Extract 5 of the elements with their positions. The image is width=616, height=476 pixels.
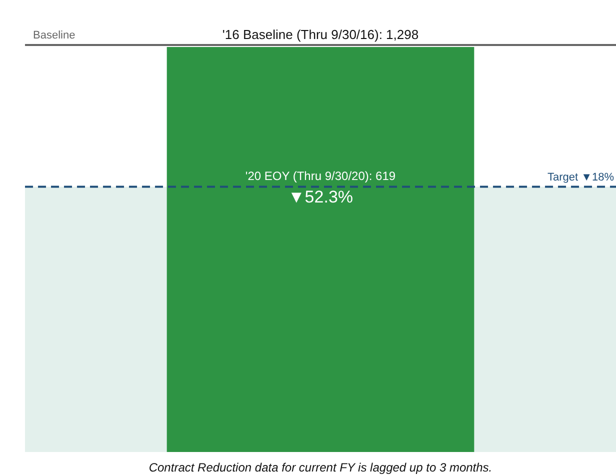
ref-line-label: Target ▼18% (547, 171, 614, 184)
text: Contract Reduction data for current FY is lagged up to 3 months. (148, 460, 492, 474)
text: '20 EOY (Thru 9/30/20): 619 ▼52.3% (245, 168, 396, 206)
annotation: '16 Baseline (Thru 9/30/16): 1,298 (222, 27, 419, 42)
ref-line-label: Baseline (33, 30, 76, 42)
